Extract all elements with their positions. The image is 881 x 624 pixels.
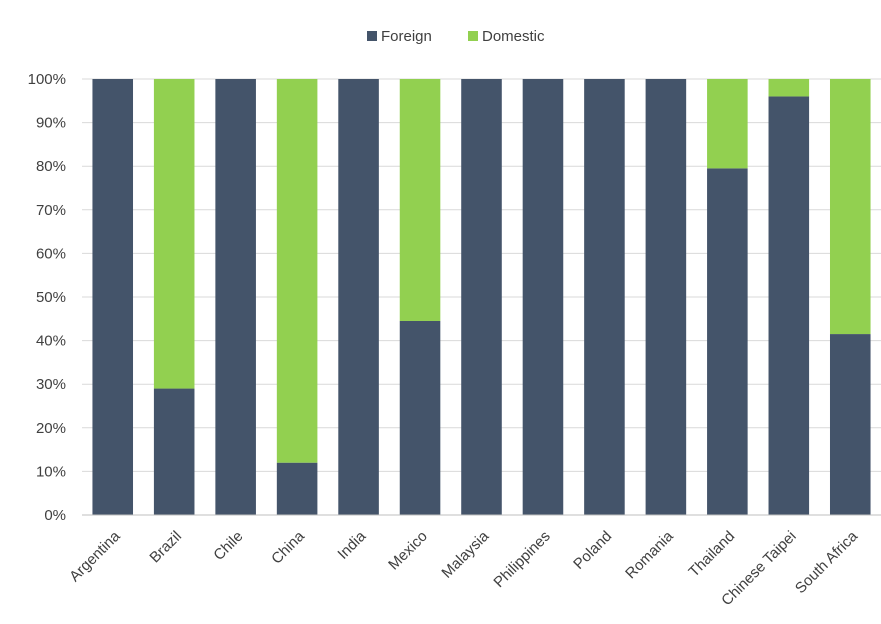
legend-label-domestic: Domestic: [482, 28, 545, 45]
bars: [92, 79, 871, 515]
bar-domestic-south-africa: [829, 79, 871, 335]
y-tick-label: 30%: [36, 376, 66, 393]
bar-domestic-brazil: [153, 79, 195, 389]
x-tick-label: Chile: [210, 528, 246, 564]
y-tick-label: 70%: [36, 202, 66, 219]
x-tick-label: Thailand: [685, 528, 738, 581]
y-tick-label: 90%: [36, 115, 66, 132]
bar-foreign-south-africa: [829, 334, 871, 515]
y-tick-label: 80%: [36, 158, 66, 175]
x-tick-label: Mexico: [385, 528, 431, 574]
x-tick-label: Argentina: [66, 527, 124, 585]
x-tick-label: Brazil: [146, 528, 185, 567]
x-axis: Argentina Brazil Chile China India Mexico Mala…: [66, 514, 881, 609]
bar-foreign-chile: [215, 79, 256, 515]
bar-foreign-romania: [645, 79, 687, 515]
bar-domestic-china: [276, 79, 318, 463]
bar-domestic-mexico: [399, 79, 441, 321]
bar-foreign-india: [338, 79, 379, 515]
bar-foreign-brazil: [153, 388, 195, 515]
x-tick-label: Poland: [570, 528, 615, 573]
bar-foreign-malaysia: [461, 79, 502, 515]
y-tick-label: 20%: [36, 420, 66, 437]
x-tick-label: Romania: [622, 527, 677, 582]
y-axis: 0% 10% 20% 30% 40% 50% 60% 70% 80% 90% 100%: [28, 71, 66, 524]
x-tick-label: China: [268, 527, 308, 567]
x-tick-label: Philippines: [490, 528, 553, 591]
y-tick-label: 10%: [36, 463, 66, 480]
x-tick-label: India: [334, 527, 369, 562]
bar-foreign-chinese-taipei: [768, 96, 810, 515]
bar-domestic-chinese-taipei: [768, 79, 810, 97]
legend-swatch-domestic: [468, 31, 478, 41]
y-tick-label: 60%: [36, 245, 66, 262]
legend-label-foreign: Foreign: [381, 28, 432, 45]
y-tick-label: 100%: [28, 71, 66, 88]
legend-swatch-foreign: [367, 31, 377, 41]
bar-foreign-philippines: [522, 79, 564, 515]
bar-foreign-china: [276, 462, 318, 515]
legend: Foreign Domestic: [367, 28, 545, 45]
bar-foreign-argentina: [92, 79, 134, 515]
bar-foreign-poland: [584, 79, 625, 515]
bar-foreign-mexico: [399, 320, 441, 515]
bar-domestic-thailand: [707, 79, 748, 169]
x-tick-label: Malaysia: [438, 527, 492, 581]
x-tick-label: South Africa: [792, 527, 862, 597]
y-tick-label: 0%: [44, 507, 66, 524]
y-tick-label: 40%: [36, 333, 66, 350]
y-tick-label: 50%: [36, 289, 66, 306]
bar-foreign-thailand: [707, 168, 748, 515]
